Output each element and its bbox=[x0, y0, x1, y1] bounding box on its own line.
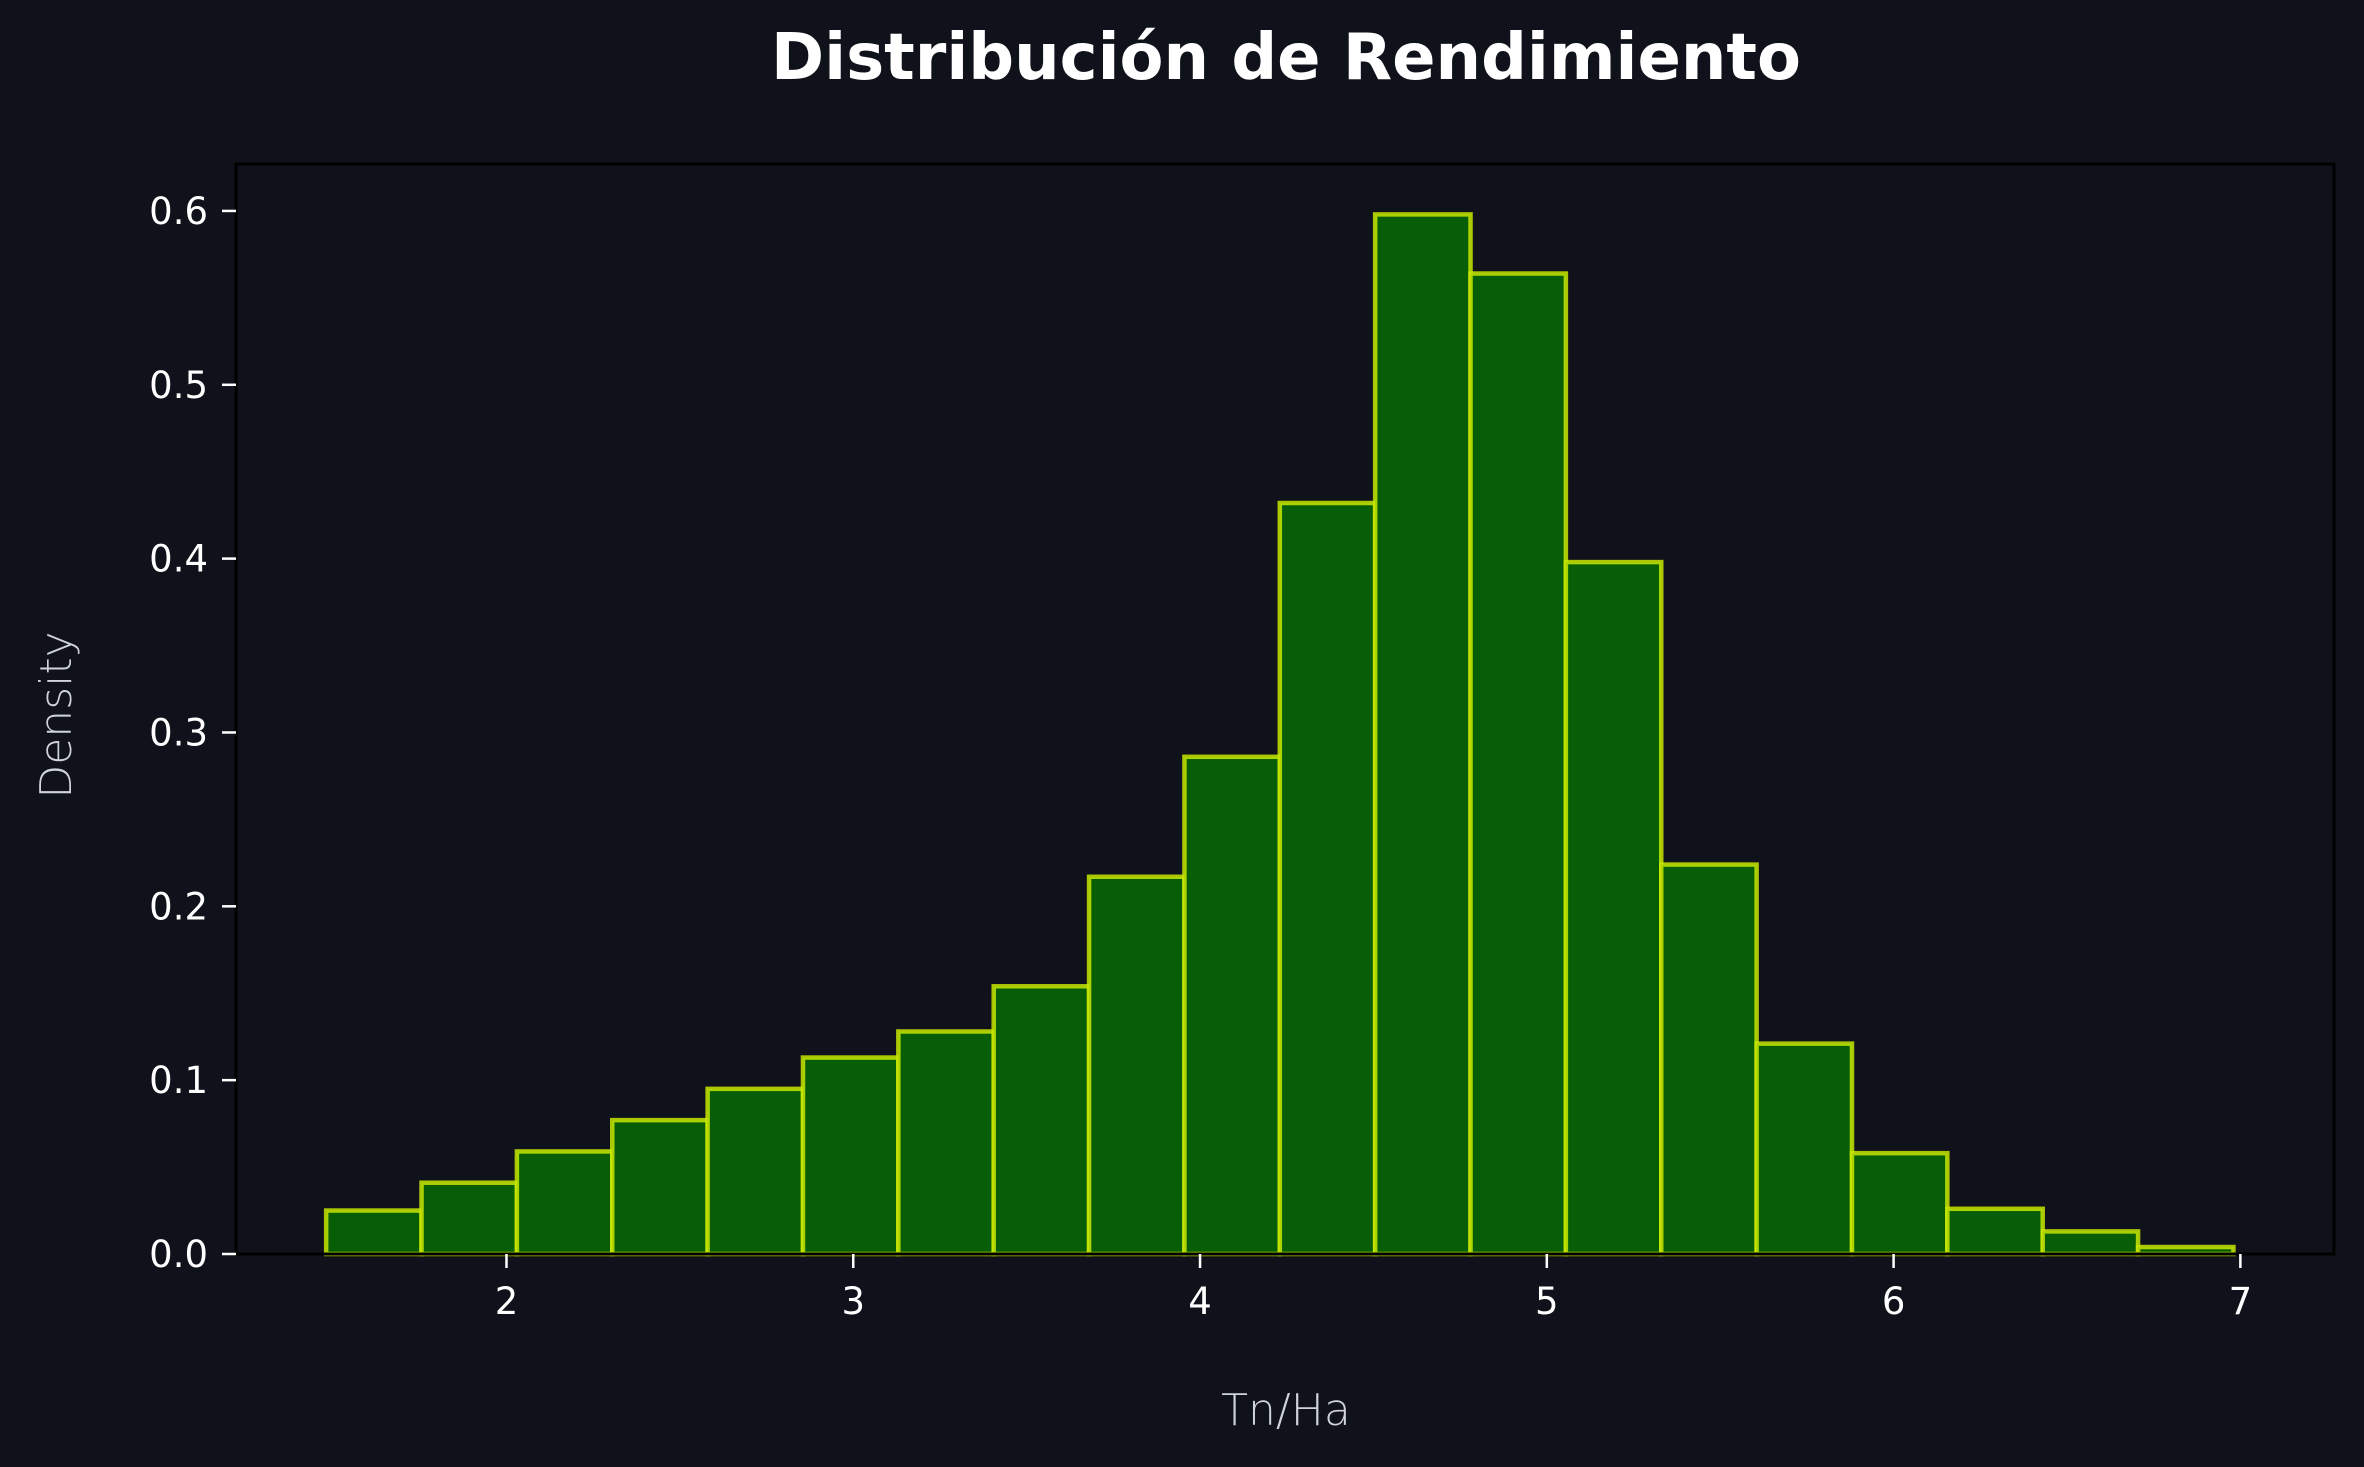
x-tick-label-3: 5 bbox=[1535, 1280, 1559, 1323]
x-tick-label-5: 7 bbox=[2229, 1280, 2253, 1323]
x-tick-label-1: 3 bbox=[841, 1280, 865, 1323]
x-tick-label-2: 4 bbox=[1188, 1280, 1212, 1323]
histogram-bar-5 bbox=[800, 1055, 901, 1257]
histogram-bar-13 bbox=[1563, 559, 1664, 1257]
chart-title: Distribución de Rendimiento bbox=[771, 21, 1801, 95]
x-tick-label-0: 2 bbox=[495, 1280, 519, 1323]
histogram-bar-10 bbox=[1277, 500, 1378, 1257]
histogram-bar-1 bbox=[419, 1180, 520, 1257]
histogram-bar-9 bbox=[1182, 754, 1283, 1257]
x-axis-label: Tn/Ha bbox=[1221, 1385, 1351, 1436]
histogram-bar-2 bbox=[514, 1149, 615, 1257]
y-tick-label-4: 0.4 bbox=[149, 538, 208, 581]
histogram-bar-11 bbox=[1372, 212, 1473, 1257]
bars-layer bbox=[323, 212, 2236, 1257]
axes-layer: 2 3 4 5 6 7 0.0 0.1 0.2 0.3 0.4 0.5 0.6 bbox=[149, 162, 2336, 1323]
histogram-bar-17 bbox=[1945, 1206, 2045, 1257]
histogram-bar-12 bbox=[1468, 271, 1569, 1257]
y-tick-label-0: 0.0 bbox=[149, 1233, 208, 1276]
plot-frame bbox=[234, 162, 2336, 1256]
y-tick-label-6: 0.6 bbox=[149, 190, 208, 233]
histogram-bar-8 bbox=[1086, 874, 1187, 1257]
histogram-bar-15 bbox=[1754, 1041, 1855, 1257]
y-tick-label-1: 0.1 bbox=[149, 1059, 208, 1102]
x-tick-label-4: 6 bbox=[1882, 1280, 1906, 1323]
histogram-bar-7 bbox=[991, 984, 1092, 1257]
y-axis-label: Density bbox=[31, 631, 82, 798]
histogram-bar-18 bbox=[2040, 1229, 2141, 1257]
histogram-bar-3 bbox=[610, 1117, 710, 1257]
histogram-bar-0 bbox=[323, 1208, 424, 1257]
histogram-bar-6 bbox=[896, 1029, 996, 1257]
histogram-bar-4 bbox=[705, 1086, 806, 1257]
histogram-bar-16 bbox=[1849, 1150, 1950, 1257]
histogram-bar-14 bbox=[1659, 862, 1759, 1257]
y-tick-label-3: 0.3 bbox=[149, 711, 208, 754]
y-tick-label-5: 0.5 bbox=[149, 364, 208, 407]
y-tick-label-2: 0.2 bbox=[149, 885, 208, 928]
